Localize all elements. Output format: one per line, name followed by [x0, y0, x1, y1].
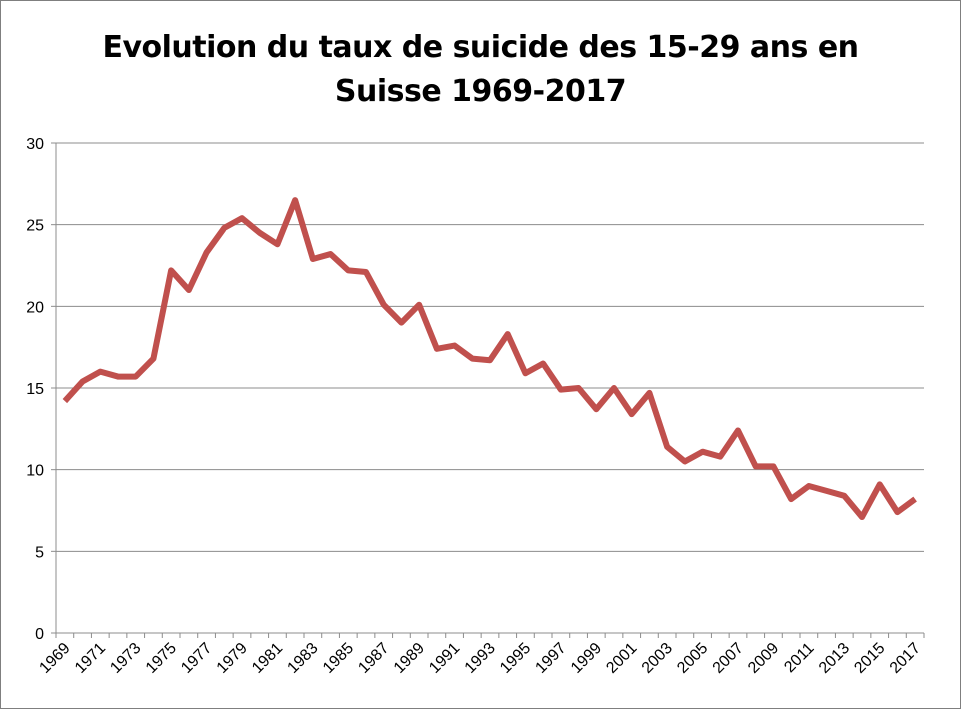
x-tick-label-1999: 1999 — [568, 640, 605, 677]
x-tick-label-1983: 1983 — [284, 640, 321, 677]
x-tick-label-1973: 1973 — [107, 640, 144, 677]
x-tick-label-2003: 2003 — [639, 640, 676, 677]
chart-title-line-2: Suisse 1969-2017 — [334, 74, 627, 109]
y-tick-label-20: 20 — [26, 299, 44, 316]
y-tick-label-25: 25 — [26, 218, 44, 235]
x-tick-label-1969: 1969 — [36, 640, 73, 677]
x-tick-label-1981: 1981 — [249, 640, 286, 677]
x-tick-label-2017: 2017 — [887, 640, 924, 677]
x-tick-label-1987: 1987 — [355, 640, 392, 677]
x-tick-labels: 1969197119731975197719791981198319851987… — [36, 640, 924, 677]
x-tick-label-2007: 2007 — [710, 640, 747, 677]
x-tick-label-2001: 2001 — [603, 640, 640, 677]
y-tick-label-10: 10 — [26, 463, 44, 480]
x-tick-label-1997: 1997 — [532, 640, 569, 677]
series — [62, 197, 917, 521]
y-tick-label-15: 15 — [26, 381, 44, 398]
series-line-0 — [62, 197, 917, 521]
y-tick-labels: 0 5 10 15 20 25 30 — [26, 136, 44, 643]
gridlines — [56, 142, 924, 552]
y-tick-label-5: 5 — [35, 544, 44, 561]
x-tick-label-1975: 1975 — [143, 640, 180, 677]
x-tick-label-1991: 1991 — [426, 640, 463, 677]
x-tick-label-1985: 1985 — [320, 640, 357, 677]
y-tick-label-0: 0 — [35, 626, 44, 643]
x-tick-label-2013: 2013 — [816, 640, 853, 677]
x-tick-label-2005: 2005 — [674, 640, 711, 677]
axes — [51, 142, 925, 638]
x-tick-label-1979: 1979 — [214, 640, 251, 677]
x-tick-label-1989: 1989 — [391, 640, 428, 677]
y-tick-label-30: 30 — [26, 136, 44, 153]
x-tick-label-1977: 1977 — [178, 640, 215, 677]
chart-title: Evolution du taux de suicide des 15-29 a… — [0, 26, 961, 114]
x-tick-label-1995: 1995 — [497, 640, 534, 677]
x-tick-label-1993: 1993 — [462, 640, 499, 677]
x-tick-label-2009: 2009 — [745, 640, 782, 677]
chart-title-line-1: Evolution du taux de suicide des 15-29 a… — [102, 30, 859, 65]
x-tick-label-1971: 1971 — [72, 640, 109, 677]
x-tick-label-2011: 2011 — [781, 640, 817, 676]
x-tick-label-2015: 2015 — [851, 640, 888, 677]
